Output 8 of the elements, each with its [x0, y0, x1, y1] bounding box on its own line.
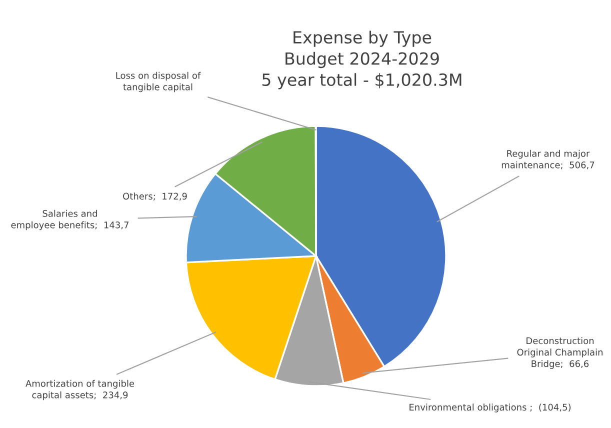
- slice-label: Deconstruction Original Champlain Bridge; 66,6: [517, 337, 603, 369]
- slice-label: Regular and major maintenance; 506,7: [502, 150, 594, 170]
- slice-label: Loss on disposal of tangible capital: [116, 72, 201, 92]
- slice-label: Environmental obligations ; (104,5): [410, 404, 571, 412]
- chart-title: Expense by Type Budget 2024-2029 5 year total - $1,020.3M: [262, 30, 462, 90]
- slice-label: Amortization of tangible capital assets; 234,9: [26, 380, 134, 400]
- slice-label: Others; 172,9: [123, 192, 187, 201]
- slice-label: Salaries and employee benefits; 143,7: [11, 210, 128, 230]
